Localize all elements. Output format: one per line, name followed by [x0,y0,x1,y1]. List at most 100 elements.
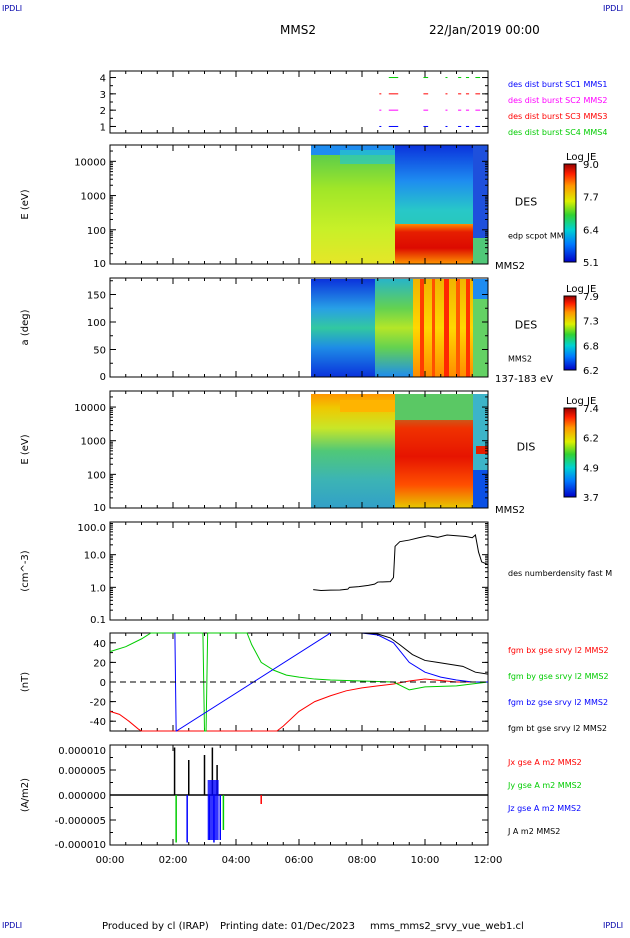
y-tick-label: 40 [93,639,106,650]
y-axis-label: E (eV) [20,434,31,464]
date-title: 22/Jan/2019 00:00 [429,23,540,37]
spectrogram-stripe [444,279,449,377]
footer-filename: mms_mms2_srvy_vue_web1.cl [370,921,524,932]
colorbar-tick-label: 6.2 [583,434,599,445]
y-tick-label: 10 [93,503,106,514]
y-tick-label: 0.000005 [58,766,106,777]
y-axis-label: (cm^-3) [20,550,31,591]
y-tick-label: 10.0 [84,551,106,562]
colorbar [563,163,577,263]
current-burst-region [207,780,219,840]
x-tick-label: 10:00 [411,855,440,866]
colorbar-tick-label: 6.8 [583,341,599,352]
colorbar-tick-label: 6.2 [583,366,599,377]
spectrogram-stripe [420,279,424,377]
colorbar-tick-label: 7.3 [583,317,599,328]
y-tick-label: 1.0 [90,583,106,594]
colorbar-tick-label: 7.4 [583,404,599,415]
x-tick-label: 02:00 [159,855,188,866]
colorbar-tick-label: 4.9 [583,463,599,474]
series-line [313,534,489,592]
y-tick-label: 100 [87,318,106,329]
y-tick-label: 0 [100,678,106,689]
spectrogram-region [473,279,488,377]
y-tick-label: 150 [87,291,106,302]
spectrogram-region [473,238,488,264]
panel-sublabel: MMS2 [508,355,532,364]
colorbar-title: Log JE [566,396,596,407]
colorbar-tick-label: 6.4 [583,225,599,236]
y-tick-label: 2 [100,106,106,117]
spectrogram-stripe [456,279,460,377]
legend-entry: des dist burst SC2 MMS2 [508,96,607,105]
legend-entry: fgm bz gse srvy l2 MMS2 [508,698,608,707]
colorbar-tick-label: 3.7 [583,493,599,504]
legend-entry: des dist burst SC3 MMS3 [508,112,607,121]
spectrogram-stripe [432,279,435,377]
y-tick-label: 0 [100,372,106,383]
x-tick-label: 00:00 [96,855,125,866]
y-tick-label: 1000 [81,437,106,448]
series-line [330,632,489,675]
colorbar-title: Log JE [566,284,596,295]
y-axis-label: a (deg) [20,309,31,345]
y-tick-label: 20 [93,658,106,669]
y-tick-label: 0.1 [90,615,106,626]
x-tick-label: 12:00 [474,855,503,866]
legend-entry: Jx gse A m2 MMS2 [507,758,582,767]
panel-label: DES [515,319,537,332]
legend-entry: des numberdensity fast M [508,569,612,578]
y-tick-label: 10000 [74,403,106,414]
corner-label-top-left: IPDLI [2,4,23,13]
colorbar [563,407,577,498]
y-tick-label: 0.000000 [58,791,106,802]
legend-entry: Jz gse A m2 MMS2 [507,804,581,813]
panel-frame-burst [109,70,489,134]
panel-bottom-label: MMS2 [495,505,525,516]
colorbar-tick-label: 7.9 [583,292,599,303]
series-line [174,632,488,732]
colorbar-tick-label: 9.0 [583,160,599,171]
y-tick-label: 50 [93,346,106,357]
y-tick-label: 100.0 [77,523,106,534]
y-tick-label: 10000 [74,157,106,168]
y-tick-label: 4 [100,74,106,85]
x-tick-label: 08:00 [348,855,377,866]
panel-bottom-label: 137-183 eV [495,374,553,385]
colorbar-title: Log JE [566,152,596,163]
corner-label-top-right: IPDLI [603,4,624,13]
des-pitch-angle-spectrogram [311,279,488,377]
panel-label: DIS [517,441,536,454]
des-energy-spectrogram [311,145,488,264]
y-tick-label: 0.000010 [58,746,106,757]
y-tick-label: -20 [90,698,106,709]
spectrogram-region [473,145,488,264]
footer-produced-by: Produced by cl (IRAP) [102,921,209,932]
y-tick-label: -40 [90,717,106,728]
legend-entry: des dist burst SC4 MMS4 [508,128,607,137]
colorbar-tick-label: 5.1 [583,258,599,269]
footer-printing-date: Printing date: 01/Dec/2023 [220,921,355,932]
y-tick-label: 1000 [81,192,106,203]
colorbar-tick-label: 7.7 [583,193,599,204]
spectrogram-region [311,394,395,508]
y-tick-label: -0.000005 [55,816,106,827]
panel-label: DES [515,196,537,209]
y-axis-label: (nT) [20,672,31,692]
y-tick-label: -0.000010 [55,840,106,851]
y-tick-label: 100 [87,226,106,237]
y-tick-label: 1 [100,122,106,133]
legend-entry: fgm bt gse srvy l2 MMS2 [508,724,607,733]
y-axis-label: E (eV) [20,189,31,219]
legend-entry: Jy gse A m2 MMS2 [507,781,582,790]
dis-energy-spectrogram [311,394,488,508]
spectrogram-region [395,224,473,264]
x-tick-label: 06:00 [285,855,314,866]
panel-bottom-label: MMS2 [495,261,525,272]
series-line [109,678,488,732]
spectrogram-region [473,470,488,508]
corner-label-bottom-right: IPDLI [603,921,624,930]
legend-entry: des dist burst SC1 MMS1 [508,80,607,89]
spacecraft-title: MMS2 [280,23,316,37]
colorbar [563,295,577,371]
